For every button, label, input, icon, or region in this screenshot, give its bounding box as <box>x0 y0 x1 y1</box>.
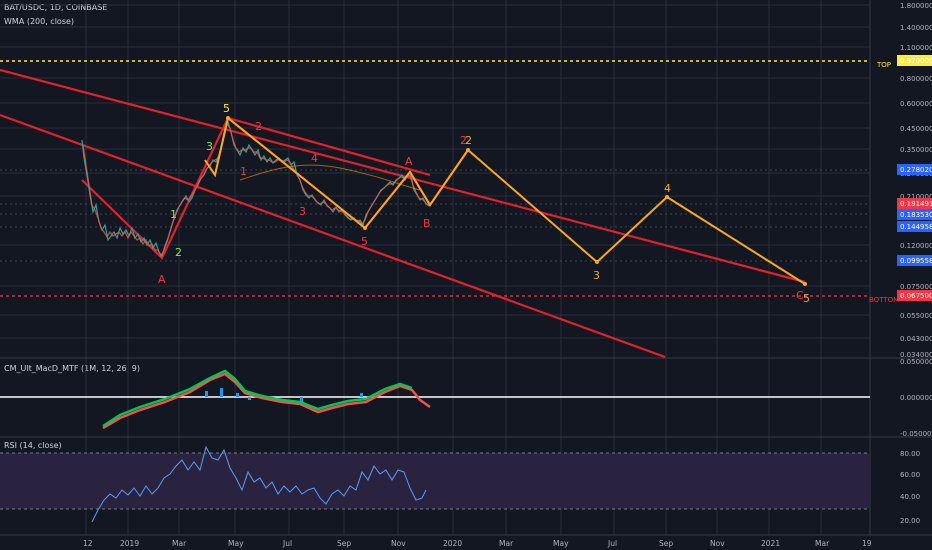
macd-axis[interactable]: 0.050000 0.000000 -0.050000 <box>900 358 932 438</box>
time-label-16: 19 <box>862 539 872 548</box>
svg-text:0.278020: 0.278020 <box>900 166 932 174</box>
wave-yellow-5: 5 <box>223 102 230 115</box>
time-label-3: Mar <box>172 539 187 548</box>
price-label-7: 0.350000 <box>900 146 932 154</box>
svg-text:0.144958: 0.144958 <box>900 223 932 231</box>
macd-signal-line <box>102 372 431 430</box>
time-label-6: Sep <box>337 539 351 548</box>
price-label-13: 0.043000 <box>900 335 932 343</box>
time-label-10: May <box>553 539 569 548</box>
price-badge-4: 0.144958 <box>897 221 932 232</box>
macd-label-2: 0.000000 <box>900 394 932 402</box>
price-label-9: 0.210000 <box>900 193 932 201</box>
wave-labels: 1 2 3 5 1 2 3 4 5 A B A 2 2 3 4 5 C <box>158 102 810 305</box>
svg-text:0.970000: 0.970000 <box>900 57 932 65</box>
time-label-12: Sep <box>659 539 673 548</box>
price-badges[interactable]: 0.970000 0.278020 0.191491 0.183530 0.14… <box>897 55 932 301</box>
price-badge-current: 0.191491 <box>897 198 932 209</box>
macd-pane[interactable] <box>0 369 870 430</box>
price-label-4: 0.800000 <box>900 75 932 83</box>
time-label-15: Mar <box>815 539 830 548</box>
time-label-2: 2019 <box>120 539 139 548</box>
time-label-1: 12 <box>83 539 93 548</box>
price-label-6: 0.450000 <box>900 125 932 133</box>
wave-orange-4: 4 <box>664 182 671 195</box>
svg-text:0.099558: 0.099558 <box>900 257 932 265</box>
price-label-2: 1.400000 <box>900 24 932 32</box>
symbol-title[interactable]: BAT/USDC, 1D, COINBASE <box>4 3 108 12</box>
price-label-5: 0.600000 <box>900 100 932 108</box>
wave-orange-5: 5 <box>803 292 810 305</box>
wave-red-3: 3 <box>299 205 306 218</box>
wave-red-5: 5 <box>361 235 368 248</box>
wave-red-4: 4 <box>311 152 318 165</box>
svg-text:0.067500: 0.067500 <box>900 292 932 300</box>
svg-text:0.183530: 0.183530 <box>900 211 932 219</box>
wave-red-2: 2 <box>255 120 262 133</box>
bottom-level-label: BOTTOM <box>869 296 899 304</box>
wave-red-2-high: 2 <box>460 134 467 147</box>
time-label-5: Jul <box>282 539 292 548</box>
wave-red-1: 1 <box>240 165 247 178</box>
price-label-12: 0.055000 <box>900 312 932 320</box>
rsi-label-40: 40.00 <box>900 493 920 501</box>
wave-green-3: 3 <box>206 140 213 153</box>
price-label-3: 1.100000 <box>900 44 932 52</box>
time-label-9: Mar <box>499 539 514 548</box>
wave-orange-3: 3 <box>593 269 600 282</box>
time-axis[interactable]: 12 2019 Mar May Jul Sep Nov 2020 Mar May… <box>83 539 872 548</box>
time-label-7: Nov <box>391 539 406 548</box>
wave-green-2: 2 <box>175 246 182 259</box>
rsi-label-80: 80.00 <box>900 450 920 458</box>
rsi-label-20: 20.00 <box>900 517 920 525</box>
projection-points <box>226 116 807 286</box>
time-label-11: Jul <box>607 539 617 548</box>
rsi-pane[interactable] <box>0 445 870 523</box>
time-label-14: 2021 <box>761 539 780 548</box>
wma-indicator-label[interactable]: WMA (200, close) <box>4 17 75 26</box>
rsi-line <box>91 445 427 523</box>
price-label-10: 0.120000 <box>900 242 932 250</box>
rsi-label-60: 60.00 <box>900 471 920 479</box>
wave-red-B: B <box>423 217 431 230</box>
price-badge-bottom: 0.067500 <box>897 290 932 301</box>
time-label-4: May <box>228 539 244 548</box>
rsi-indicator-label[interactable]: RSI (14, close) <box>4 441 62 450</box>
macd-histogram <box>205 388 363 402</box>
price-candles <box>81 120 430 258</box>
wave-orange-2: 2 <box>465 134 472 147</box>
macd-label-1: 0.050000 <box>900 358 932 366</box>
macd-indicator-label[interactable]: CM_Ult_MacD_MTF (1M, 12, 26, 9) <box>4 364 140 373</box>
time-label-13: Nov <box>710 539 725 548</box>
rsi-axis[interactable]: 80.00 60.00 40.00 20.00 <box>900 450 920 525</box>
price-badge-5: 0.099558 <box>897 255 932 266</box>
price-label-14: 0.034000 <box>900 351 932 359</box>
elliott-projection[interactable] <box>204 117 806 285</box>
rsi-band <box>0 453 870 509</box>
price-badge-top: 0.970000 <box>897 55 932 66</box>
price-grid <box>0 0 870 535</box>
wave-red-A-low: A <box>158 273 166 286</box>
price-label-1: 1.800000 <box>900 2 932 10</box>
svg-text:0.191491: 0.191491 <box>900 200 932 208</box>
price-label-11: 0.075000 <box>900 283 932 291</box>
wave-red-A: A <box>405 155 413 168</box>
wave-green-1: 1 <box>170 208 177 221</box>
time-label-8: 2020 <box>443 539 462 548</box>
top-level-label: TOP <box>876 61 891 69</box>
macd-label-3: -0.050000 <box>900 430 932 438</box>
wave-orange-C: C <box>796 289 804 302</box>
wma-line[interactable] <box>239 164 421 191</box>
price-badge-1: 0.278020 <box>897 164 932 175</box>
price-badge-3: 0.183530 <box>897 209 932 220</box>
macd-line <box>102 369 413 428</box>
